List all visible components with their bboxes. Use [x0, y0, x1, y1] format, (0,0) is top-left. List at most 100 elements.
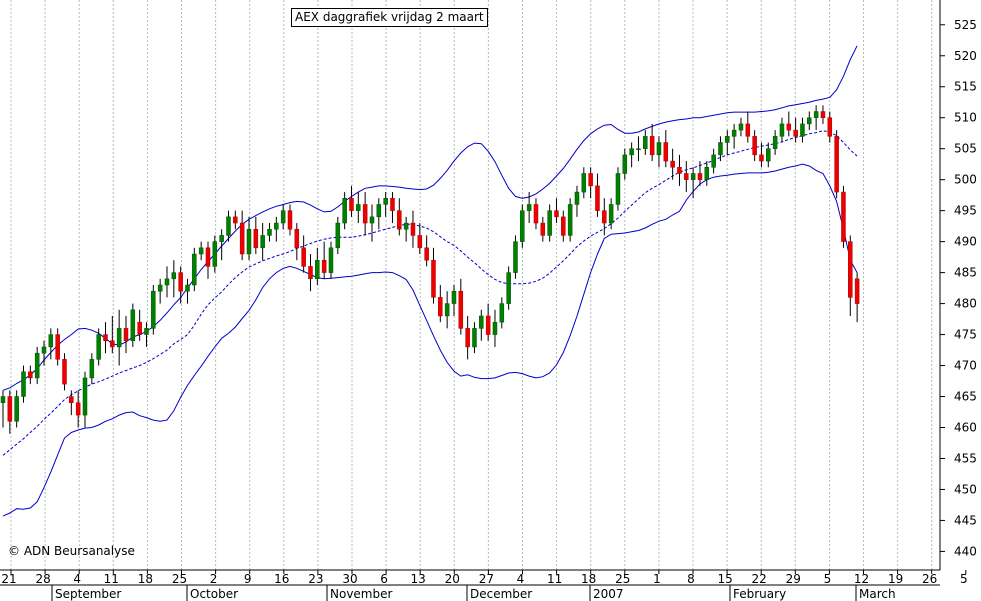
candle: [608, 198, 614, 230]
candle-body-down: [854, 278, 860, 304]
candle-body-up: [403, 222, 409, 230]
candle-body-up: [89, 359, 95, 379]
candle-body-up: [41, 346, 47, 354]
y-tick-label: 460: [954, 421, 977, 435]
candle-body-down: [786, 123, 792, 131]
candle-body-up: [369, 216, 375, 224]
candle-body-down: [841, 191, 846, 242]
candle: [212, 235, 218, 273]
candle-body-down: [103, 334, 108, 342]
candle-body-up: [21, 371, 26, 397]
candle-body-up: [315, 259, 320, 280]
candle: [766, 142, 771, 168]
candle-body-down: [438, 297, 443, 317]
candle: [21, 365, 26, 403]
candle: [574, 185, 580, 217]
candle-body-up: [212, 241, 218, 267]
x-tick-label: 21: [1, 572, 16, 586]
candle-body-down: [123, 328, 129, 342]
chart-title: AEX daggrafiek vrijdag 2 maart: [291, 8, 488, 27]
candle: [239, 210, 245, 261]
candle-body-down: [294, 228, 300, 249]
candle: [178, 266, 183, 304]
candle: [499, 297, 505, 329]
candle: [280, 204, 286, 230]
candle: [595, 173, 600, 217]
candle: [34, 346, 40, 385]
plot-background: [0, 0, 940, 570]
candle: [752, 130, 757, 162]
candle-body-down: [28, 371, 33, 379]
candle-body-down: [540, 222, 546, 236]
bollinger-lower-line: [2, 163, 858, 517]
candle: [7, 390, 13, 434]
candle-body-up: [157, 284, 163, 292]
candle: [506, 266, 511, 310]
x-tick-label: 5: [960, 572, 968, 586]
candle-body-up: [779, 123, 785, 137]
x-tick-label: 12: [854, 572, 869, 586]
y-tick-label: 510: [954, 111, 977, 125]
candle-body-up: [342, 198, 347, 224]
candle-body-down: [137, 321, 142, 335]
x-tick-label: 28: [35, 572, 50, 586]
candle-body-up: [766, 148, 771, 162]
candle: [513, 235, 518, 279]
candle-body-up: [636, 148, 641, 150]
candle-body-down: [431, 259, 436, 298]
candle: [390, 192, 395, 224]
x-tick-label: 18: [581, 572, 596, 586]
candle: [267, 223, 272, 242]
candle-body-down: [677, 167, 682, 174]
candle-body-up: [499, 303, 505, 323]
y-tick-label: 495: [954, 204, 977, 218]
candle-body-up: [246, 228, 252, 255]
candle-body-up: [567, 204, 573, 236]
candle-body-up: [267, 228, 272, 236]
candle-body-down: [485, 315, 491, 335]
candle: [383, 192, 388, 217]
candle-body-down: [820, 111, 826, 118]
candle: [718, 136, 723, 162]
x-tick-label: 18: [138, 572, 153, 586]
x-tick-label: 9: [244, 572, 252, 586]
candle: [472, 322, 477, 354]
candle-body-up: [260, 235, 265, 249]
y-tick-label: 485: [954, 266, 977, 280]
candle: [841, 185, 846, 248]
candle-body-up: [704, 167, 710, 180]
candle: [219, 229, 224, 261]
candle-body-up: [738, 123, 744, 131]
candle-body-up: [800, 123, 805, 137]
candle-body-down: [759, 154, 764, 162]
candle: [301, 235, 306, 273]
candle: [690, 167, 696, 199]
x-tick-label: 6: [380, 572, 388, 586]
month-label: February: [733, 587, 786, 601]
candle-body-down: [663, 142, 669, 162]
candle: [820, 105, 826, 124]
candle: [205, 241, 211, 279]
candle-body-up: [96, 334, 101, 360]
candle-body-down: [417, 235, 423, 249]
candle: [444, 291, 450, 329]
candle: [246, 216, 252, 261]
x-tick-label: 2: [210, 572, 218, 586]
y-tick-label: 445: [954, 513, 977, 527]
x-tick-label: 19: [888, 572, 903, 586]
candle-body-down: [7, 396, 13, 422]
candle: [458, 278, 464, 335]
candle-body-up: [581, 173, 587, 193]
x-tick-label: 11: [104, 572, 119, 586]
candle-body-down: [465, 328, 470, 348]
candle: [431, 247, 436, 304]
candle: [670, 148, 675, 180]
candle-body-up: [643, 136, 648, 149]
candle: [41, 340, 47, 366]
candle: [567, 198, 573, 242]
candle-body-up: [718, 142, 723, 156]
month-label: October: [190, 587, 238, 601]
candle-body-down: [62, 359, 67, 385]
candle: [116, 309, 122, 366]
candle: [75, 390, 81, 428]
